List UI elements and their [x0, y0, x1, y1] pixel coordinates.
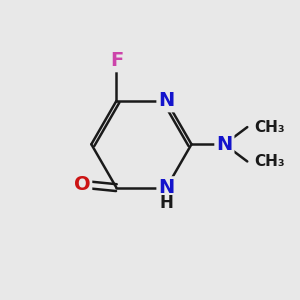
Text: CH₃: CH₃: [254, 154, 285, 169]
Text: N: N: [158, 92, 175, 110]
Text: F: F: [110, 51, 123, 70]
Text: H: H: [160, 194, 173, 212]
Text: O: O: [74, 175, 90, 194]
Text: N: N: [216, 135, 232, 154]
Text: N: N: [158, 178, 175, 197]
Text: CH₃: CH₃: [254, 120, 285, 135]
